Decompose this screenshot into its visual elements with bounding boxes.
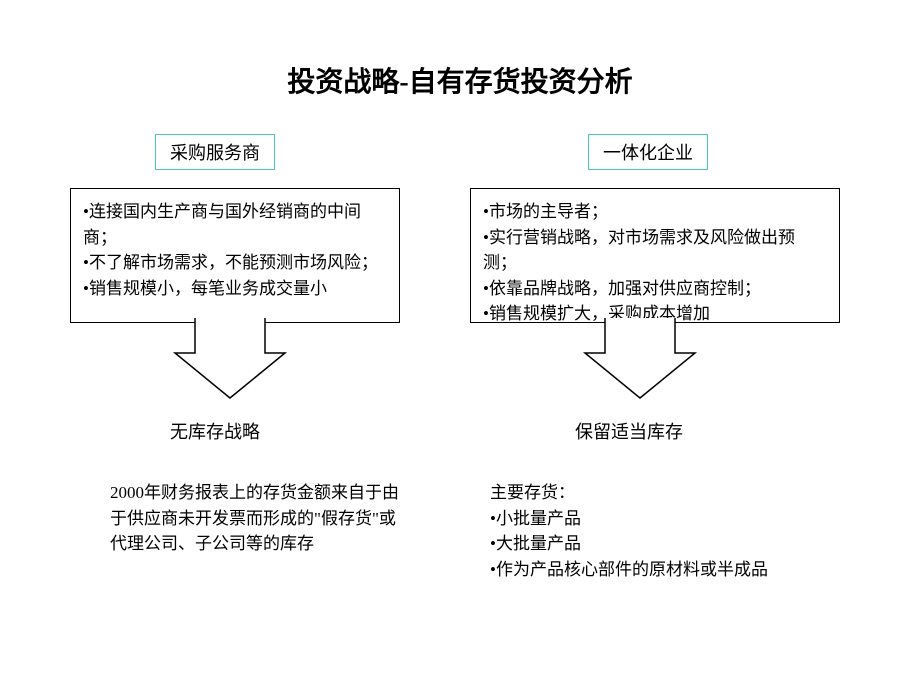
left-arrow-icon — [170, 318, 290, 408]
right-note-line: •作为产品核心部件的原材料或半成品 — [490, 557, 870, 583]
right-note-line: •小批量产品 — [490, 506, 870, 532]
left-box-line: •销售规模小，每笔业务成交量小 — [83, 276, 387, 302]
right-conclusion: 保留适当库存 — [575, 418, 683, 444]
page-title: 投资战略-自有存货投资分析 — [0, 60, 920, 100]
left-conclusion: 无库存战略 — [170, 418, 260, 444]
left-box-line: •连接国内生产商与国外经销商的中间商； — [83, 199, 387, 250]
right-box-line: •市场的主导者； — [483, 199, 827, 225]
left-content-box: •连接国内生产商与国外经销商的中间商； •不了解市场需求，不能预测市场风险； •… — [70, 188, 400, 323]
right-note: 主要存货： •小批量产品 •大批量产品 •作为产品核心部件的原材料或半成品 — [490, 480, 870, 582]
right-note-line: 主要存货： — [490, 480, 870, 506]
right-note-line: •大批量产品 — [490, 531, 870, 557]
left-note: 2000年财务报表上的存货金额来自于由于供应商未开发票而形成的"假存货"或代理公… — [110, 480, 400, 557]
right-box-line: •依靠品牌战略，加强对供应商控制； — [483, 276, 827, 302]
right-content-box: •市场的主导者； •实行营销战略，对市场需求及风险做出预测； •依靠品牌战略，加… — [470, 188, 840, 323]
left-note-line: 2000年财务报表上的存货金额来自于由于供应商未开发票而形成的"假存货"或代理公… — [110, 480, 400, 557]
right-box-line: •实行营销战略，对市场需求及风险做出预测； — [483, 225, 827, 276]
right-arrow-icon — [580, 318, 700, 408]
left-column-label: 采购服务商 — [155, 134, 275, 170]
right-column-label: 一体化企业 — [588, 134, 708, 170]
left-box-line: •不了解市场需求，不能预测市场风险； — [83, 250, 387, 276]
